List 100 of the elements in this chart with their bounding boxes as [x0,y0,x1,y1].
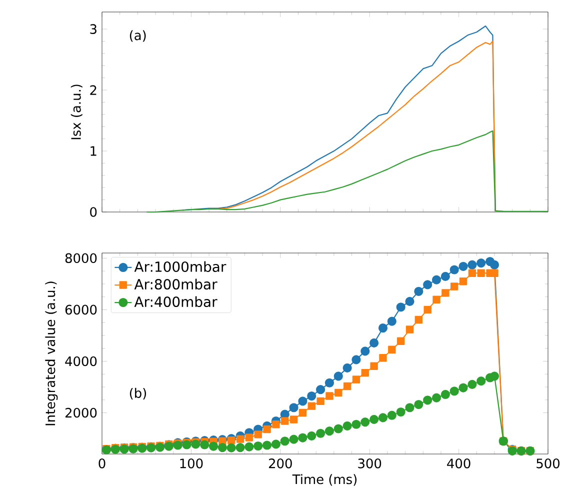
x-tick-label: 100 [180,458,203,468]
point [424,306,432,314]
point [262,440,272,450]
point [324,426,334,436]
x-axis-title: Time (ms) [292,474,357,486]
point [423,396,432,405]
point [379,354,387,362]
point [226,443,236,452]
point [387,410,396,420]
point [298,408,307,417]
legend-label: Ar:800mbar [134,278,218,290]
y-tick-label: 3 [90,24,96,34]
point [280,436,290,446]
y-tick-label: 2000 [65,408,97,418]
point [244,442,254,452]
y-tick-label: 6000 [65,304,97,315]
point [290,416,298,424]
point [200,440,210,450]
y-tick-label: 0 [90,207,97,217]
point [468,269,476,277]
annotation: (b) [130,388,146,400]
point [406,326,414,334]
point [378,323,388,333]
point [468,260,477,270]
point [307,431,316,441]
point [343,382,352,390]
point [334,372,343,381]
point [334,388,342,397]
point [396,337,405,345]
y-tick-label: 4000 [65,356,97,366]
point [476,258,486,268]
point [459,277,468,286]
x-tick-label: 300 [358,458,382,468]
point [396,407,406,417]
y-axis-title: Isx (a.u.) [70,84,82,140]
y-tick-label: 1 [90,146,96,156]
point [405,403,414,412]
point [334,424,343,434]
point [458,383,468,392]
point [263,425,271,434]
point [378,413,388,422]
point [450,282,458,290]
point [396,302,406,312]
point [326,392,334,400]
point [442,289,450,297]
point [440,390,450,400]
point [370,414,379,424]
point [450,386,459,396]
point [298,433,308,442]
x-tick-label: 200 [268,458,292,468]
point [490,372,500,381]
point [352,376,360,384]
point [432,393,442,402]
annotation: (a) [130,30,146,42]
point [245,434,254,442]
point [324,378,334,388]
point [182,440,192,450]
point [360,417,370,427]
point [414,316,423,324]
point [476,376,486,386]
y-axis-title: Integrated value (a.u.) [45,282,58,426]
x-tick-label: 0 [98,458,106,468]
point [458,262,468,271]
point [388,346,396,354]
point [254,441,263,451]
y-tick-label: 2 [90,85,96,95]
legend-label: Ar:400mbar [134,296,218,308]
point [254,430,262,438]
point [342,421,352,430]
point [236,435,244,443]
point [271,440,280,449]
point [432,296,440,304]
point [308,402,316,410]
point [316,385,326,394]
point [432,275,442,284]
point [423,280,432,290]
point [387,316,396,326]
point [173,440,182,450]
legend-label: Ar:1000mbar [134,261,226,272]
point [414,286,424,296]
point [352,355,361,364]
point [236,443,245,452]
point [298,396,308,406]
y-tick-label: 8000 [65,253,97,264]
point [360,346,370,356]
point [414,400,424,410]
point [477,269,485,277]
x-tick-label: 400 [447,458,470,468]
point [272,420,280,428]
point [307,391,316,401]
x-tick-label: 500 [536,458,560,468]
point [370,338,379,348]
point [191,440,200,449]
point [361,368,369,377]
point [289,403,298,412]
point [405,296,414,306]
point [316,428,326,438]
point [352,420,361,429]
point [289,434,298,444]
point [490,269,498,277]
